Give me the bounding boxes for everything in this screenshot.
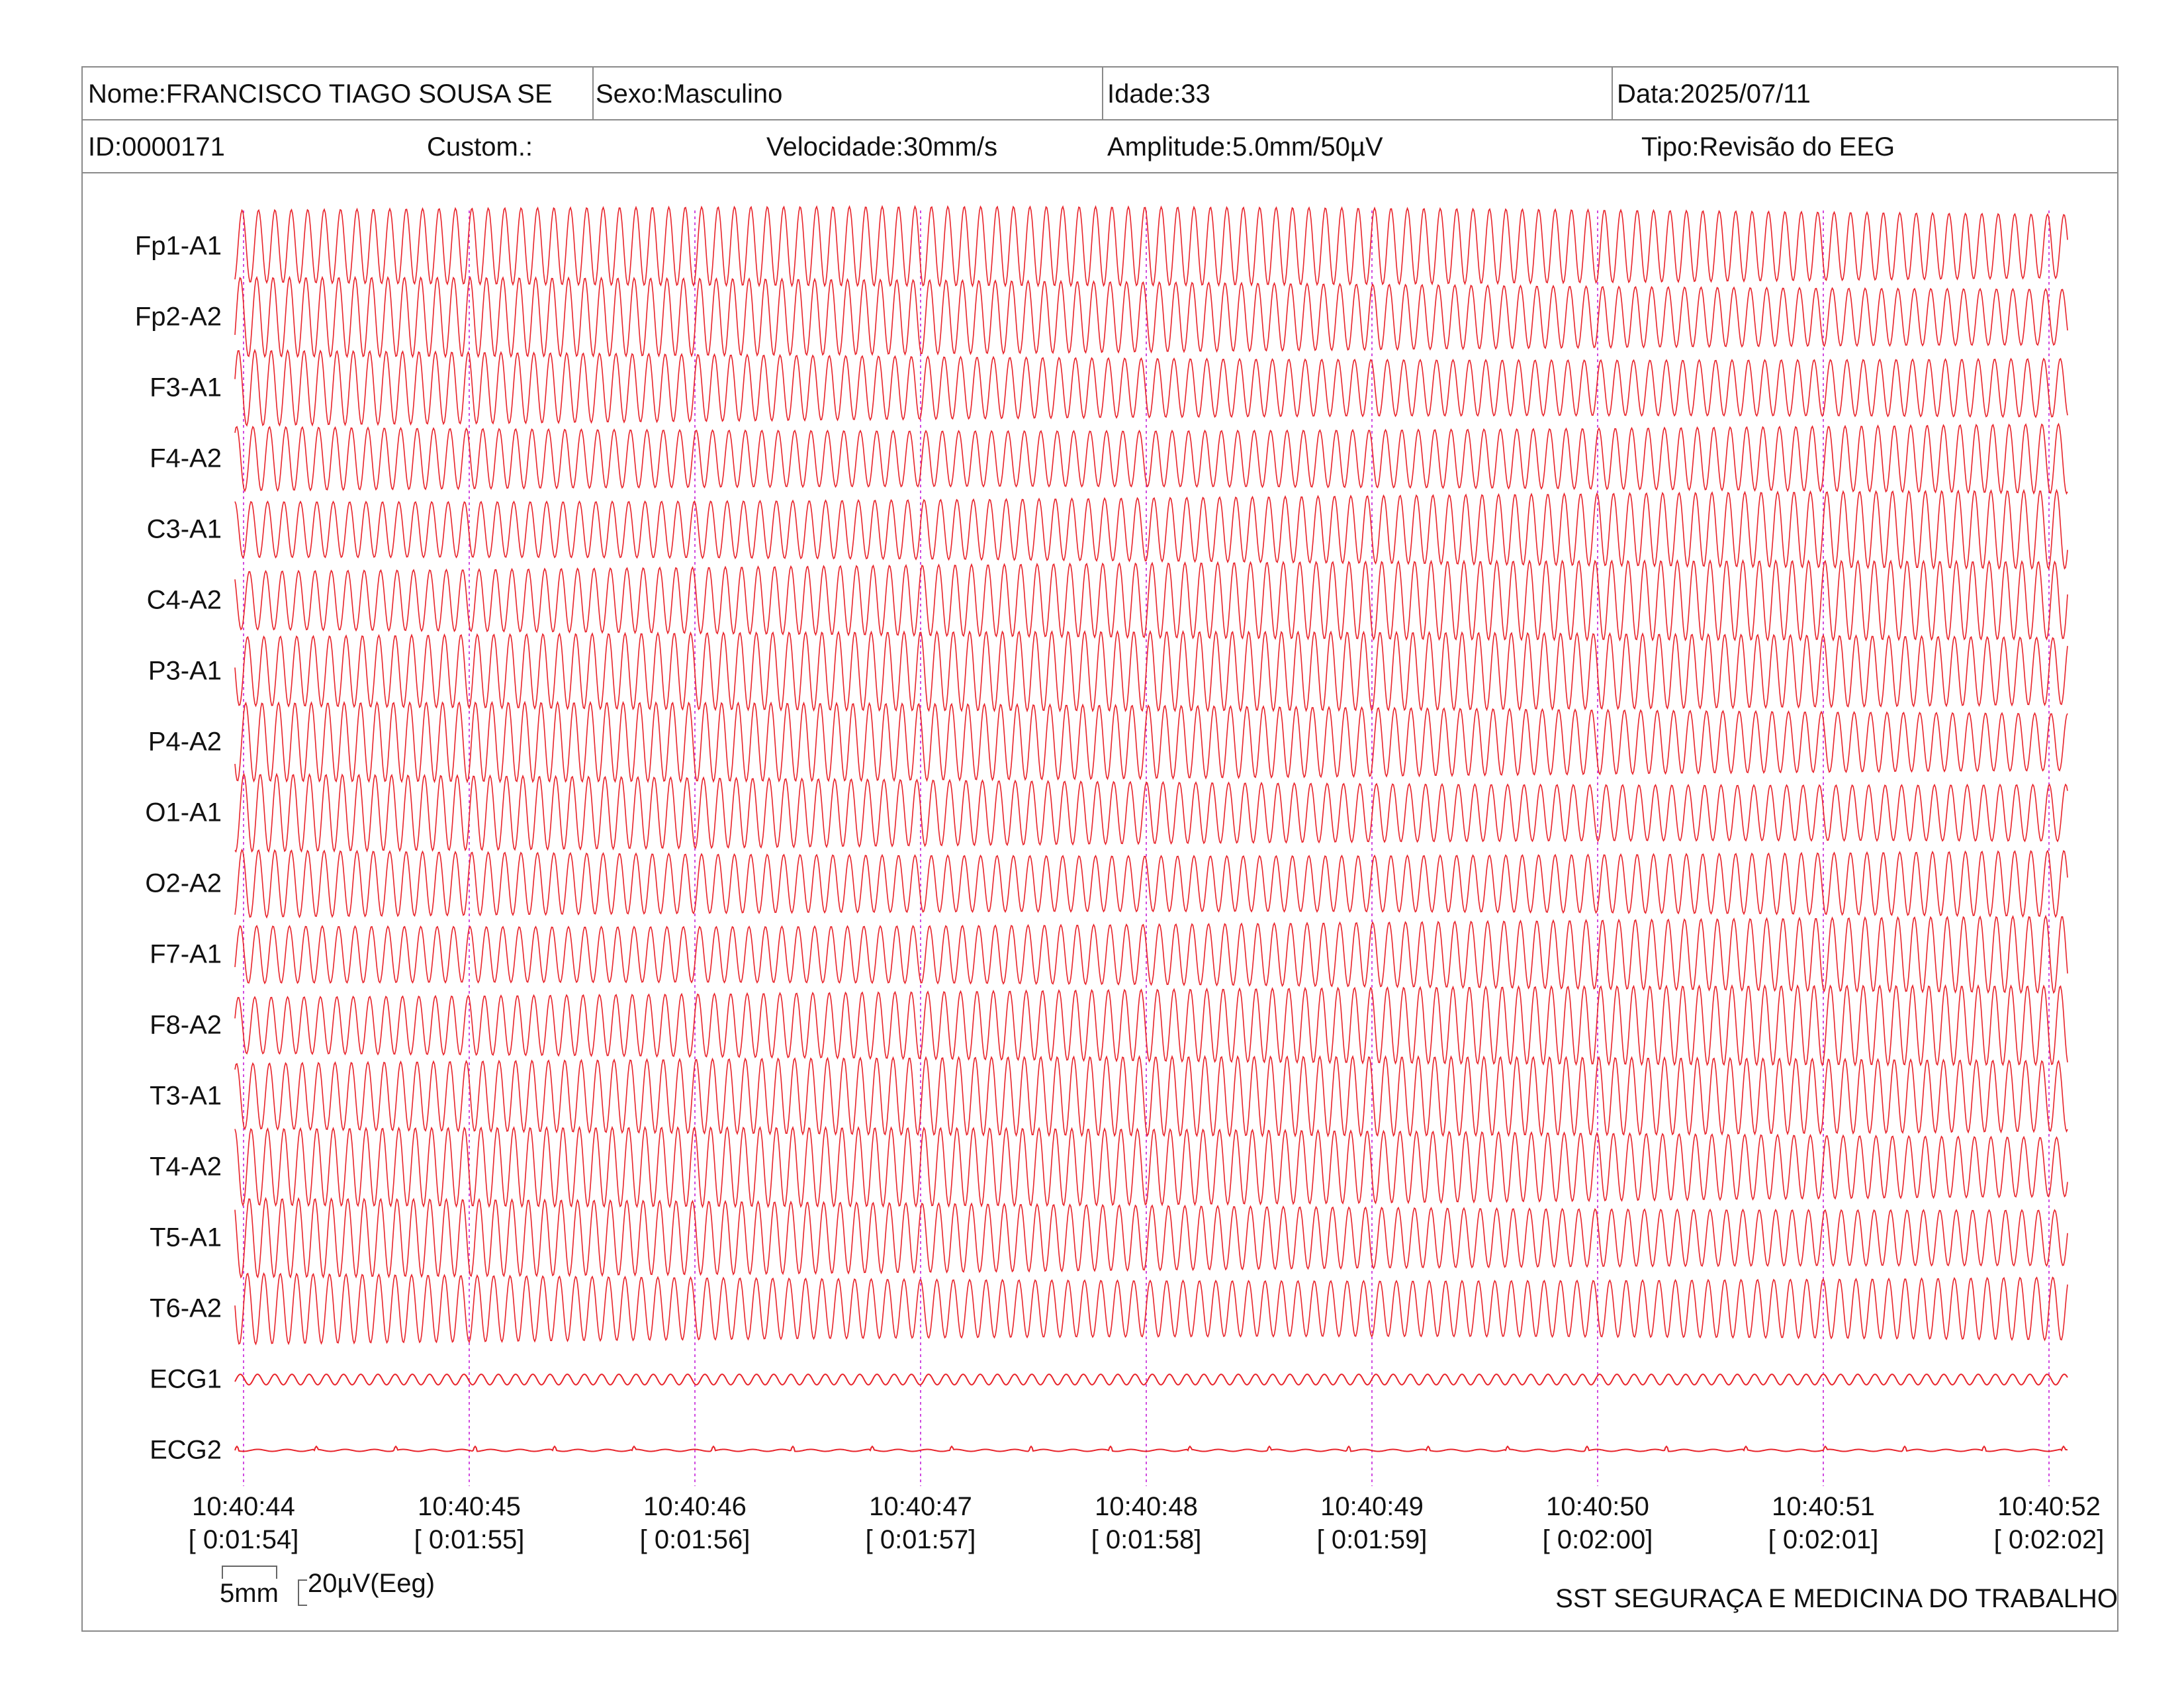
channel-trace: [234, 348, 2068, 427]
time-scale-bar: [222, 1566, 277, 1579]
time-tick-clock: 10:40:51: [1772, 1492, 1875, 1521]
time-scale-label: 5mm: [220, 1579, 279, 1608]
header-row-patient: Nome:FRANCISCO TIAGO SOUSA SE Sexo:Mascu…: [83, 68, 2117, 120]
channel-trace: [234, 489, 2068, 570]
channel-trace: [234, 1196, 2068, 1279]
channel-label: P4-A2: [148, 727, 222, 757]
patient-sex: Sexo:Masculino: [596, 79, 783, 109]
time-tick-elapsed: [ 0:01:56]: [639, 1525, 751, 1554]
amplitude-scale-bar: [298, 1579, 307, 1606]
amplitude-setting: Amplitude:5.0mm/50µV: [1107, 132, 1383, 162]
header-divider: [1612, 68, 1613, 119]
channel-label: T6-A2: [150, 1293, 222, 1323]
channel-label: T4-A2: [150, 1152, 222, 1182]
channel-label: ECG2: [150, 1435, 222, 1465]
time-tick-clock: 10:40:47: [869, 1492, 972, 1521]
time-tick-elapsed: [ 0:02:01]: [1768, 1525, 1879, 1554]
time-tick-clock: 10:40:48: [1095, 1492, 1198, 1521]
channel-trace: [234, 1445, 2068, 1452]
clinic-name: SST SEGURAÇA E MEDICINA DO TRABALHO: [1555, 1584, 2118, 1613]
time-tick-elapsed: [ 0:02:00]: [1542, 1525, 1653, 1554]
patient-name: Nome:FRANCISCO TIAGO SOUSA SE: [88, 79, 553, 109]
custom-field: Custom.:: [427, 132, 533, 162]
header-divider: [592, 68, 594, 119]
time-tick-clock: 10:40:50: [1546, 1492, 1649, 1521]
channel-label: O1-A1: [145, 798, 222, 827]
channel-trace: [234, 1055, 2068, 1138]
time-tick-clock: 10:40:49: [1320, 1492, 1424, 1521]
amplitude-scale-label: 20µV(Eeg): [308, 1569, 435, 1598]
time-tick-elapsed: [ 0:01:54]: [188, 1525, 299, 1554]
channel-trace: [234, 914, 2068, 994]
channel-label: O2-A2: [145, 868, 222, 898]
time-tick-clock: 10:40:44: [192, 1492, 295, 1521]
channel-label: Fp1-A1: [134, 231, 222, 261]
channel-label: F4-A2: [150, 444, 222, 473]
channel-label: C3-A1: [146, 514, 222, 544]
channel-trace: [234, 1272, 2068, 1346]
channel-trace: [234, 422, 2068, 495]
exam-date: Data:2025/07/11: [1617, 79, 1811, 109]
channel-trace: [234, 559, 2068, 642]
channel-trace: [234, 275, 2068, 359]
channel-trace: [234, 1125, 2068, 1209]
time-tick-elapsed: [ 0:01:55]: [414, 1525, 525, 1554]
channel-label: F8-A2: [150, 1010, 222, 1040]
channel-trace: [234, 700, 2068, 784]
channel-label: ECG1: [150, 1364, 222, 1394]
time-tick-clock: 10:40:46: [643, 1492, 747, 1521]
time-tick-clock: 10:40:45: [418, 1492, 521, 1521]
patient-age: Idade:33: [1107, 79, 1210, 109]
channel-label: T5-A1: [150, 1223, 222, 1252]
channel-label: F7-A1: [150, 939, 222, 969]
eeg-report-sheet: Nome:FRANCISCO TIAGO SOUSA SE Sexo:Mascu…: [81, 66, 2118, 1632]
channel-trace: [234, 773, 2068, 853]
header-row-exam: ID:0000171 Custom.: Velocidade:30mm/s Am…: [83, 120, 2117, 173]
exam-type: Tipo:Revisão do EEG: [1641, 132, 1895, 162]
channel-trace: [234, 1373, 2068, 1386]
time-tick-elapsed: [ 0:01:57]: [865, 1525, 976, 1554]
time-tick-elapsed: [ 0:02:02]: [1993, 1525, 2105, 1554]
channel-label: Fp2-A2: [134, 302, 222, 332]
channel-label: T3-A1: [150, 1081, 222, 1111]
time-tick-elapsed: [ 0:01:59]: [1316, 1525, 1428, 1554]
channel-label: F3-A1: [150, 373, 222, 402]
channel-trace: [234, 848, 2068, 919]
channel-label: C4-A2: [146, 585, 222, 615]
time-tick-elapsed: [ 0:01:58]: [1091, 1525, 1202, 1554]
channel-label: P3-A1: [148, 656, 222, 686]
channel-trace: [234, 205, 2068, 288]
channel-trace: [234, 630, 2068, 713]
paper-speed: Velocidade:30mm/s: [766, 132, 998, 162]
header-divider: [1102, 68, 1103, 119]
time-tick-clock: 10:40:52: [1997, 1492, 2101, 1521]
channel-trace: [234, 984, 2068, 1067]
channel-labels: Fp1-A1 Fp2-A2 F3-A1 F4-A2 C3-A1 C4-A2 P3-A1 P4-…: [79, 0, 222, 1688]
patient-id: ID:0000171: [88, 132, 225, 162]
